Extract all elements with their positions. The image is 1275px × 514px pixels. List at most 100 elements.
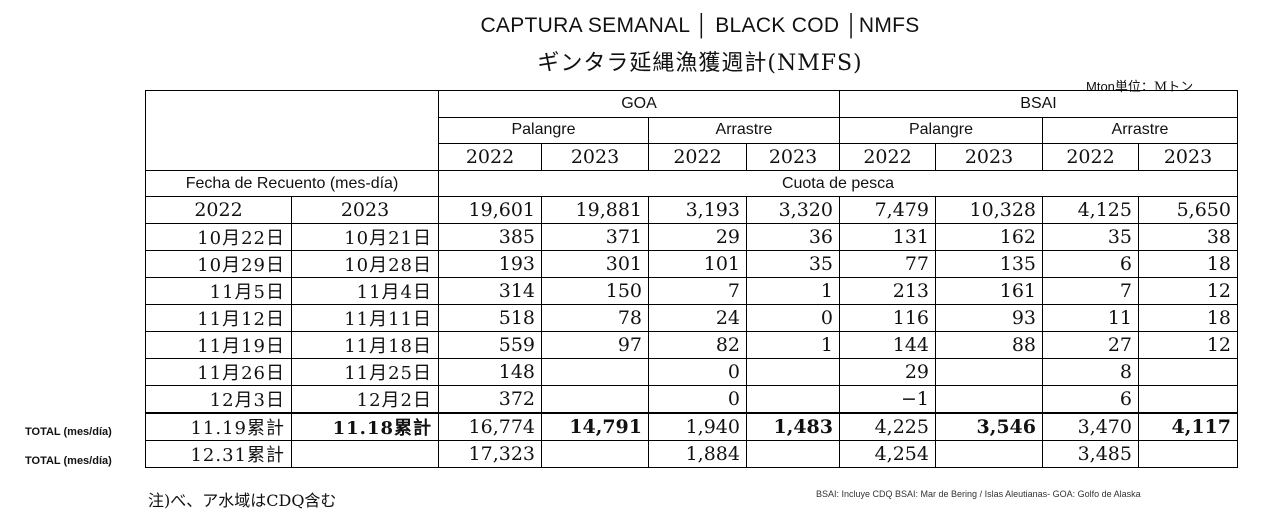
total-cell: 1,483	[746, 411, 840, 441]
value-cell	[935, 357, 1043, 386]
date-2022: 11月12日	[145, 303, 292, 332]
quota-cell: 3,193	[648, 196, 747, 224]
footnote-jp: 注)べ、ア水域はCDQ含む	[148, 491, 337, 510]
value-cell: 77	[839, 249, 936, 278]
quota-cell: 3,320	[746, 196, 840, 224]
value-cell: 372	[438, 384, 542, 414]
footnote-en: BSAI: Incluye CDQ BSAI: Mar de Bering / …	[816, 489, 1141, 499]
value-cell: 213	[839, 276, 936, 305]
value-cell: 12	[1138, 276, 1238, 305]
value-cell: 24	[648, 303, 747, 332]
page-title: CAPTURA SEMANAL │ BLACK COD │NMFS	[480, 14, 920, 37]
quota-row: 2022 2023 19,601 19,881 3,193 3,320 7,47…	[145, 196, 1238, 224]
value-cell: 518	[438, 303, 542, 332]
value-cell: 29	[839, 357, 936, 386]
value-cell: −1	[839, 384, 936, 414]
date-2022: 10月29日	[145, 249, 292, 278]
quota-cell: 4,125	[1042, 196, 1139, 224]
date-2022: 11月26日	[145, 357, 292, 386]
total-cell: 1,940	[648, 411, 747, 441]
value-cell	[1138, 357, 1238, 386]
total-date-2023: 11.18累計	[291, 411, 439, 441]
value-cell: 148	[438, 357, 542, 386]
year-header: 2022	[1042, 143, 1139, 171]
date-2023: 10月28日	[291, 249, 439, 278]
value-cell: 12	[1138, 330, 1238, 359]
value-cell: 1	[746, 330, 840, 359]
region-header-row: GOA BSAI	[145, 90, 1238, 171]
year-header: 2023	[541, 143, 649, 171]
value-cell: 8	[1042, 357, 1139, 386]
date-2023: 11月18日	[291, 330, 439, 359]
value-cell: 301	[541, 249, 649, 278]
year-header: 2022	[438, 143, 542, 171]
value-cell	[541, 357, 649, 386]
date-label: Fecha de Recuento (mes-día)	[145, 169, 439, 198]
quota-cell: 7,479	[839, 196, 936, 224]
value-cell: 35	[746, 249, 840, 278]
value-cell: 101	[648, 249, 747, 278]
quota-cell: 10,328	[935, 196, 1043, 224]
value-cell: 93	[935, 303, 1043, 332]
total-row: 11.19累計 11.18累計 16,774 14,791 1,940 1,483 4,22…	[145, 411, 1238, 441]
value-cell	[746, 357, 840, 386]
date-2023: 11月4日	[291, 276, 439, 305]
value-cell: 27	[1042, 330, 1139, 359]
value-cell	[541, 384, 649, 414]
year-header: 2022	[648, 143, 747, 171]
value-cell: 18	[1138, 303, 1238, 332]
value-cell: 18	[1138, 249, 1238, 278]
label-row: Fecha de Recuento (mes-día) Cuota de pes…	[145, 169, 1238, 198]
year-header: 2023	[935, 143, 1043, 171]
catch-table: GOA BSAI Palangre Arrastre Palangre Arra…	[145, 90, 1238, 468]
year-header: 2023	[1138, 143, 1238, 171]
value-cell: 78	[541, 303, 649, 332]
date-2023: 10月21日	[291, 222, 439, 251]
value-cell: 131	[839, 222, 936, 251]
gear-header-row: Palangre Arrastre Palangre Arrastre	[146, 116, 1238, 145]
date-2022: 11月19日	[145, 330, 292, 359]
date-2023: 11月25日	[291, 357, 439, 386]
value-cell: 0	[648, 357, 747, 386]
value-cell: 162	[935, 222, 1043, 251]
total-label-2: TOTAL (mes/día)	[25, 455, 112, 467]
region-bsai: BSAI	[839, 90, 1238, 118]
date-2022: 10月22日	[145, 222, 292, 251]
total-cell: 4,254	[839, 439, 936, 468]
value-cell: 1	[746, 276, 840, 305]
value-cell: 7	[648, 276, 747, 305]
total-date-2022: 12.31累計	[145, 439, 292, 468]
table-row: 11月5日 11月4日 314 150 7 1 213 161 7 12	[145, 276, 1238, 305]
table-body: GOA BSAI Palangre Arrastre Palangre Arra…	[145, 90, 1238, 468]
total-cell: 1,884	[648, 439, 747, 468]
table-row: 11月19日 11月18日 559 97 82 1 144 88 27 12	[145, 330, 1238, 359]
value-cell: 35	[1042, 222, 1139, 251]
value-cell: 161	[935, 276, 1043, 305]
value-cell: 0	[648, 384, 747, 414]
value-cell: 29	[648, 222, 747, 251]
gear-goa-palangre: Palangre	[438, 116, 649, 145]
value-cell: 116	[839, 303, 936, 332]
gear-bsai-palangre: Palangre	[839, 116, 1043, 145]
value-cell: 97	[541, 330, 649, 359]
total-row: 12.31累計 17,323 1,884 4,254 3,485	[145, 439, 1238, 468]
year-header: 2023	[746, 143, 840, 171]
table-row: 12月3日 12月2日 372 0 −1 6	[145, 384, 1238, 414]
total-cell: 17,323	[438, 439, 542, 468]
date-2022: 11月5日	[145, 276, 292, 305]
gear-goa-arrastre: Arrastre	[648, 116, 840, 145]
quota-label: Cuota de pesca	[438, 169, 1238, 198]
table-row: 10月29日 10月28日 193 301 101 35 77 135 6 18	[145, 249, 1238, 278]
total-cell: 4,117	[1138, 411, 1238, 441]
date-year-2023: 2023	[291, 196, 439, 224]
value-cell: 36	[746, 222, 840, 251]
table-row: 11月12日 11月11日 518 78 24 0 116 93 11 18	[145, 303, 1238, 332]
year-header-row: 2022 2023 2022 2023 2022 2023 2022 2023	[146, 143, 1238, 171]
value-cell	[746, 384, 840, 414]
value-cell: 6	[1042, 249, 1139, 278]
gear-bsai-arrastre: Arrastre	[1042, 116, 1238, 145]
value-cell: 88	[935, 330, 1043, 359]
total-cell: 3,485	[1042, 439, 1139, 468]
total-cell	[1138, 439, 1238, 468]
value-cell: 144	[839, 330, 936, 359]
